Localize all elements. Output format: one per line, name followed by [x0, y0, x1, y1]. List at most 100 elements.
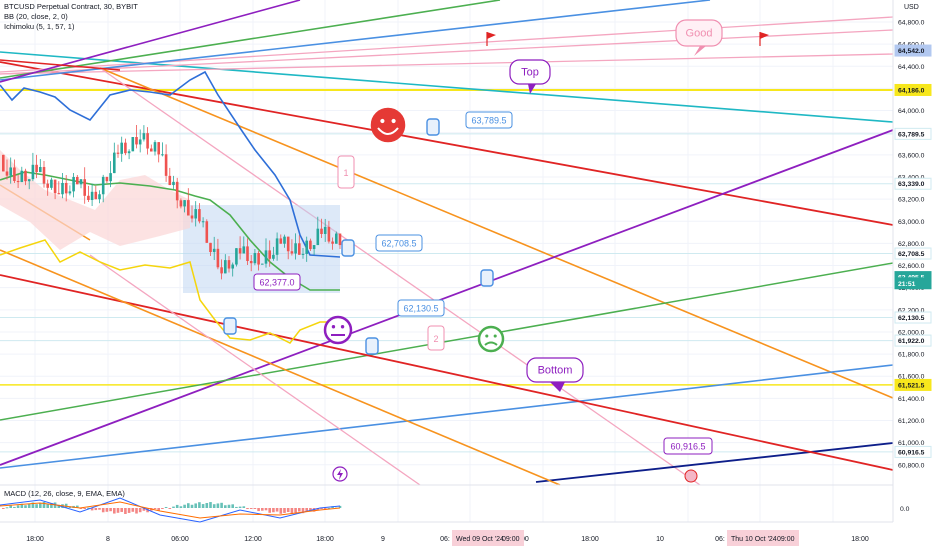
bollinger-basis-line — [0, 171, 340, 291]
candle — [305, 240, 308, 254]
macd-histogram-bar — [183, 504, 186, 508]
macd-histogram-bar — [298, 508, 301, 512]
marker-2-box — [427, 325, 445, 351]
price-callout-text[interactable]: 62,708.5 — [381, 239, 416, 249]
happy-smiley-face-icon-mouth — [377, 127, 399, 135]
time-highlight-label: Wed 09 Oct '24 — [456, 536, 504, 543]
top-callout[interactable]: Top — [521, 67, 539, 79]
price-label-box — [894, 277, 932, 290]
candle — [16, 180, 20, 183]
candle — [301, 253, 305, 255]
macd-histogram-bar — [157, 508, 160, 511]
trend-line — [0, 0, 711, 81]
macd-indicator-label[interactable]: MACD (12, 26, close, 9, EMA, EMA) — [4, 489, 125, 498]
candle — [257, 253, 260, 265]
candle — [272, 254, 275, 259]
candle — [5, 171, 9, 176]
ichimoku-indicator-label[interactable]: Ichimoku (5, 1, 57, 1) — [4, 22, 75, 31]
macd-histogram-bar — [246, 508, 249, 510]
price-callout-text[interactable]: 63,789.5 — [471, 116, 506, 126]
thumbs-icon[interactable] — [341, 239, 355, 257]
candle — [283, 236, 286, 244]
candle — [268, 250, 271, 259]
candle — [64, 182, 68, 194]
candle — [150, 148, 153, 152]
thumbs-icon[interactable] — [223, 317, 237, 335]
price-label-box — [894, 44, 932, 57]
candle — [338, 233, 342, 246]
time-highlight-label: 09:00 — [502, 536, 520, 543]
good-callout-tail — [694, 46, 706, 56]
macd-histogram-bar — [153, 508, 157, 510]
candle — [79, 179, 83, 185]
trend-line — [535, 442, 894, 483]
confused-face-icon-eye — [493, 334, 497, 338]
price-label-text: 64,542.0 — [898, 48, 925, 55]
price-callout-box — [663, 437, 713, 455]
price-label-text: 21:51 — [898, 281, 916, 288]
symbol-title[interactable]: BTCUSD Perpetual Contract, 30, BYBIT — [4, 2, 138, 11]
time-tick-label: 06:00 — [171, 536, 189, 543]
candle — [42, 167, 46, 184]
price-callout-text[interactable]: 60,916.5 — [670, 442, 705, 452]
candle — [57, 193, 61, 195]
time-highlight-box — [452, 530, 524, 546]
macd-histogram-bar — [172, 506, 175, 508]
macd-histogram-bar — [127, 508, 131, 513]
trend-line — [0, 249, 561, 486]
candle — [27, 179, 31, 182]
macd-histogram-bar — [42, 502, 46, 508]
trend-line — [0, 129, 894, 466]
neutral-face-icon-eye — [331, 325, 336, 329]
price-label-box — [894, 247, 932, 260]
time-tick-label: 06: — [715, 536, 725, 543]
price-callout-box — [397, 299, 445, 317]
thumbs-icon[interactable] — [480, 269, 494, 287]
candle — [164, 154, 168, 176]
macd-histogram-bar — [9, 505, 12, 508]
price-label-text: 63,789.5 — [898, 131, 925, 138]
macd-histogram-bar — [305, 508, 308, 512]
candle — [120, 142, 123, 154]
candle — [142, 133, 146, 140]
thumbs-icon[interactable] — [365, 337, 379, 355]
macd-histogram-bar — [83, 508, 86, 509]
flag-icon[interactable] — [487, 32, 496, 39]
macd-histogram-bar — [264, 508, 268, 511]
macd-histogram-bar — [194, 503, 197, 508]
macd-histogram-bar — [161, 508, 164, 509]
price-callout-text[interactable]: 62,377.0 — [259, 278, 294, 288]
candle — [98, 194, 101, 200]
candle — [31, 164, 35, 180]
macd-histogram-bar — [13, 506, 16, 508]
price-callout-box — [253, 273, 301, 291]
candle — [190, 215, 194, 219]
time-tick-label: 9 — [381, 536, 385, 543]
marker-2-text: 2 — [433, 334, 438, 344]
flag-icon[interactable] — [760, 32, 769, 39]
good-callout[interactable]: Good — [686, 28, 713, 40]
candle — [331, 241, 334, 244]
trend-line — [99, 67, 894, 399]
candle — [231, 264, 234, 269]
candle — [105, 176, 109, 182]
macd-histogram-bar — [124, 508, 127, 514]
price-callout-text[interactable]: 62,130.5 — [403, 304, 438, 314]
macd-histogram-bar — [16, 505, 20, 508]
time-tick-label: 8 — [106, 536, 110, 543]
candle — [216, 248, 220, 268]
bottom-callout[interactable]: Bottom — [538, 365, 573, 377]
bb-indicator-label[interactable]: BB (20, close, 2, 0) — [4, 12, 68, 21]
macd-histogram-bar — [20, 503, 24, 508]
macd-histogram-bar — [50, 503, 53, 508]
candle — [135, 137, 138, 145]
macd-histogram-bar — [231, 504, 234, 508]
price-tick-label: 63,600.0 — [898, 152, 925, 159]
macd-histogram-bar — [179, 506, 183, 508]
us-flag-event-icon[interactable] — [684, 469, 698, 483]
price-tick-label: 62,000.0 — [898, 329, 925, 336]
confused-face-icon-eye — [485, 334, 489, 338]
candle — [327, 226, 331, 242]
thumbs-icon[interactable] — [426, 118, 440, 136]
